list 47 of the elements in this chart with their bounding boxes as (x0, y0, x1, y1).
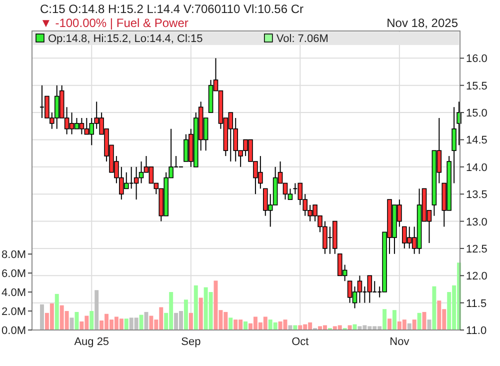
legend-label: Vol: 7.06M (276, 33, 328, 45)
bar (40, 304, 44, 330)
bar (90, 311, 94, 330)
bar (184, 300, 188, 330)
x-tick-label: Aug 25 (74, 336, 110, 348)
bar (412, 320, 416, 330)
x-tick-label: Nov (390, 336, 410, 348)
bar (198, 298, 203, 330)
bar (427, 320, 432, 330)
bar (407, 323, 412, 330)
y-tick-label: 12.0 (466, 270, 488, 283)
y2-tick-label: 4.0M (2, 287, 26, 300)
y-tick-label: 13.0 (466, 216, 488, 228)
bar (244, 321, 248, 330)
bar (139, 314, 144, 330)
y2-tick-label: 2.0M (2, 306, 26, 318)
y-tick-label: 16.0 (466, 53, 488, 66)
candlestick (452, 106, 456, 184)
bar (70, 318, 74, 330)
y-tick-label: 13.5 (466, 189, 488, 202)
x-tick-label: Sep (181, 336, 201, 348)
legend-label: Op:14.8, Hi:15.2, Lo:14.4, Cl:15 (48, 33, 203, 45)
y-tick-label: 11.0 (466, 325, 487, 337)
y-tick-label: 11.5 (466, 298, 487, 310)
y-tick-label: 14.0 (466, 162, 488, 174)
y2-tick-label: 0.0M (2, 325, 26, 337)
y-tick-label: 15.0 (466, 108, 488, 120)
y-tick-label: 15.5 (466, 80, 488, 92)
y-tick-label: 12.5 (466, 243, 488, 256)
y-tick-label: 14.5 (466, 134, 488, 147)
bar (417, 312, 422, 330)
bar (54, 294, 59, 330)
y2-tick-label: 6.0M (2, 268, 26, 280)
bar (388, 318, 392, 330)
text: Nov 18, 2025 (386, 16, 458, 30)
bar (124, 318, 128, 330)
chart-title: C:15 O:14.8 H:15.2 L:14.4 V:7060110 Vl:10.56 Cr (40, 2, 304, 16)
bar (194, 285, 198, 330)
y2-tick-label: 8.0M (2, 249, 26, 262)
x-tick-label: Oct (292, 336, 309, 348)
bar (382, 309, 387, 330)
bar (188, 312, 193, 330)
bar (432, 286, 436, 330)
bar (392, 310, 396, 330)
chart-subtitle: ▼ -100.00% | Fuel & Power (40, 16, 188, 30)
bar (94, 290, 99, 330)
bar (228, 318, 233, 330)
